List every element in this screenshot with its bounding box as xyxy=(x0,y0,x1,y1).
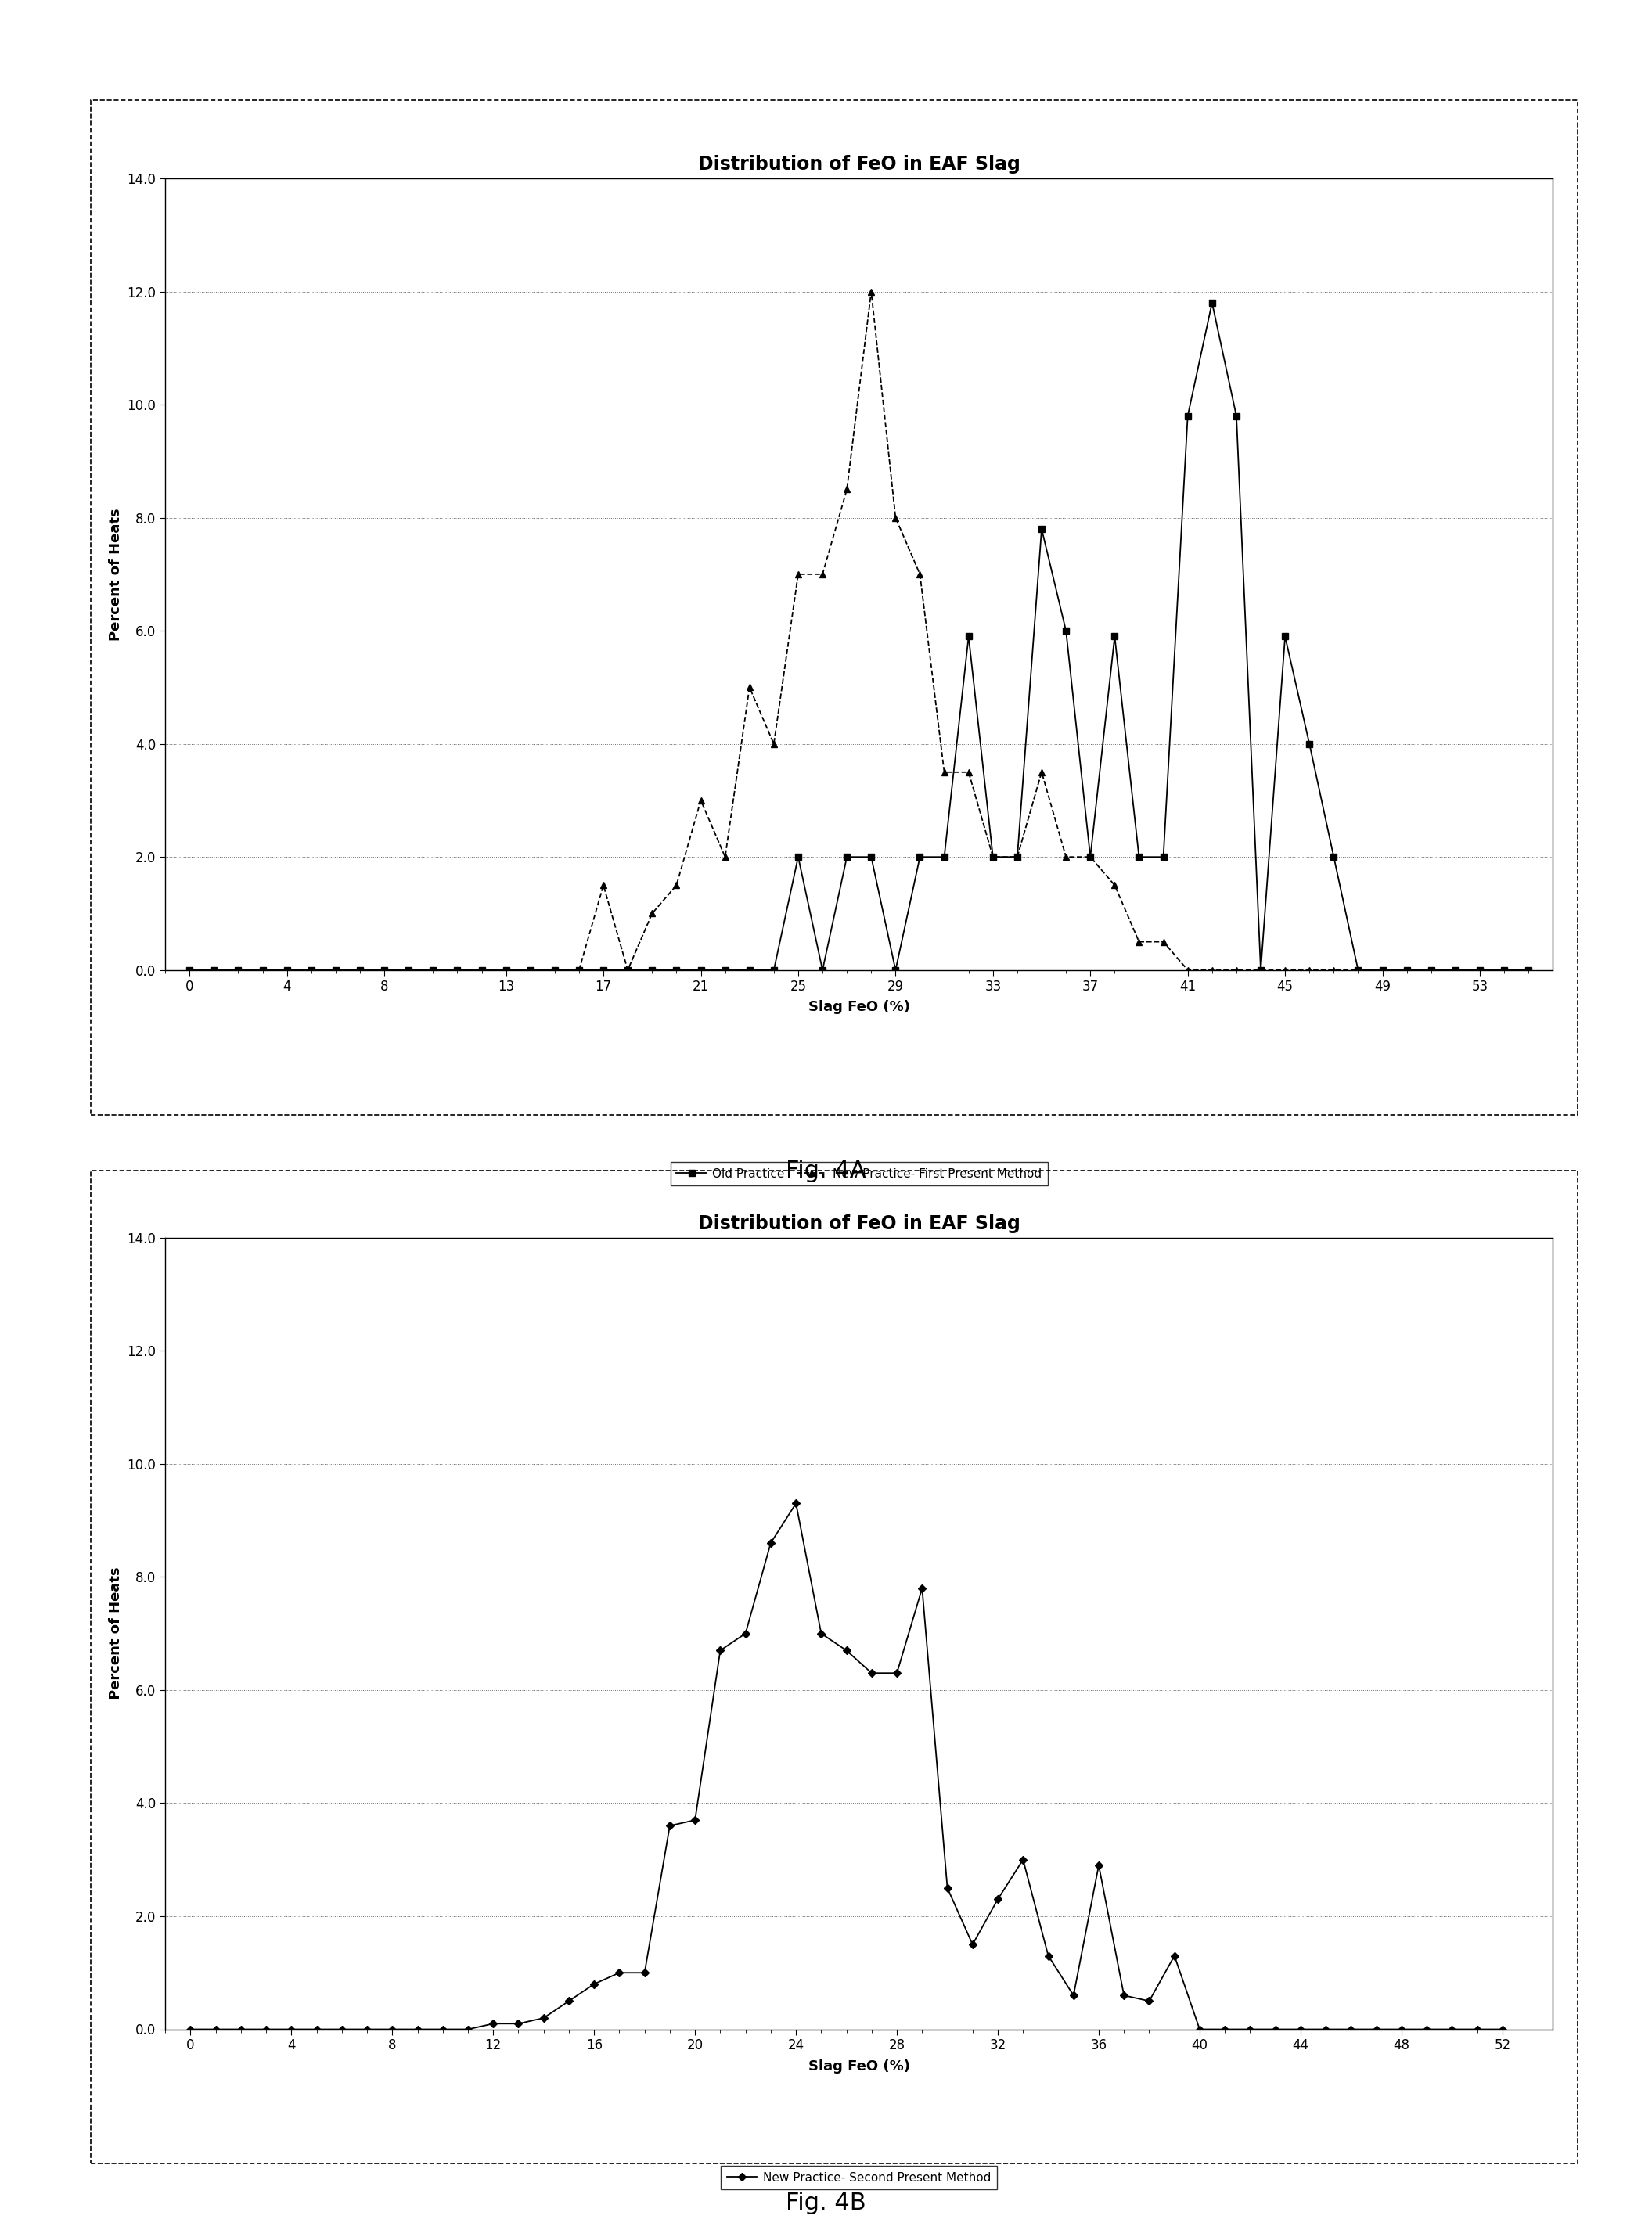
New Practice- Second Present Method xyxy=(988,1887,1008,1913)
Line: New Practice- First Present Method: New Practice- First Present Method xyxy=(187,288,1531,972)
Old Practice xyxy=(180,957,200,983)
New Practice- Second Present Method xyxy=(1366,2016,1386,2043)
Old Practice xyxy=(1056,618,1075,644)
New Practice- First Present Method xyxy=(861,279,881,306)
Title: Distribution of FeO in EAF Slag: Distribution of FeO in EAF Slag xyxy=(697,154,1021,174)
New Practice- First Present Method xyxy=(958,758,978,785)
New Practice- Second Present Method xyxy=(786,1490,806,1516)
Text: Fig. 4B: Fig. 4B xyxy=(786,2192,866,2214)
Line: New Practice- Second Present Method: New Practice- Second Present Method xyxy=(187,1501,1505,2032)
Old Practice xyxy=(1518,957,1538,983)
New Practice- Second Present Method xyxy=(534,2005,553,2032)
New Practice- Second Present Method xyxy=(1492,2016,1512,2043)
New Practice- First Present Method xyxy=(1032,758,1052,785)
New Practice- First Present Method xyxy=(1080,843,1100,870)
New Practice- First Present Method xyxy=(180,957,200,983)
Text: Fig. 4A: Fig. 4A xyxy=(786,1160,866,1182)
X-axis label: Slag FeO (%): Slag FeO (%) xyxy=(808,999,910,1015)
Old Practice xyxy=(666,957,686,983)
Legend: Old Practice, New Practice- First Present Method: Old Practice, New Practice- First Presen… xyxy=(671,1162,1047,1186)
Old Practice xyxy=(1008,843,1028,870)
New Practice- Second Present Method xyxy=(180,2016,200,2043)
Line: Old Practice: Old Practice xyxy=(187,299,1531,972)
X-axis label: Slag FeO (%): Slag FeO (%) xyxy=(808,2058,910,2074)
New Practice- Second Present Method xyxy=(1214,2016,1234,2043)
New Practice- First Present Method xyxy=(1518,957,1538,983)
Old Practice xyxy=(1226,404,1246,430)
New Practice- Second Present Method xyxy=(1039,1942,1059,1969)
New Practice- First Present Method xyxy=(666,872,686,899)
New Practice- First Present Method xyxy=(1226,957,1246,983)
New Practice- Second Present Method xyxy=(963,1931,983,1958)
Y-axis label: Percent of Heats: Percent of Heats xyxy=(109,508,122,640)
Old Practice xyxy=(1203,290,1222,317)
Legend: New Practice- Second Present Method: New Practice- Second Present Method xyxy=(722,2165,996,2190)
Y-axis label: Percent of Heats: Percent of Heats xyxy=(109,1568,122,1699)
Title: Distribution of FeO in EAF Slag: Distribution of FeO in EAF Slag xyxy=(697,1213,1021,1233)
New Practice- First Present Method xyxy=(203,957,223,983)
Old Practice xyxy=(935,843,955,870)
Old Practice xyxy=(203,957,223,983)
